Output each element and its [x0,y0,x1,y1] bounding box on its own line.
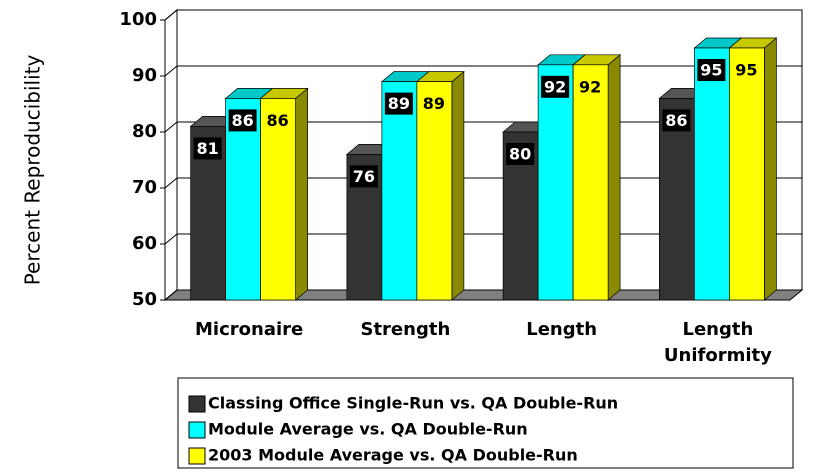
x-tick-label: Length Uniformity [664,319,772,366]
legend-label: Classing Office Single-Run vs. QA Double… [208,394,618,413]
legend-box [177,377,794,469]
value-label: 86 [266,111,288,130]
x-tick-label-line: Strength [360,319,450,340]
y-tick-label: 100 [119,9,157,30]
grid-line-side [164,121,178,133]
x-tick-label: Strength [360,319,450,340]
legend-label: 2003 Module Average vs. QA Double-Run [208,446,578,465]
value-label-box [541,75,570,98]
bar-side [607,54,621,301]
value-label: 89 [423,94,445,113]
value-label: 89 [388,94,410,113]
value-label-box [228,109,257,132]
bar [415,70,465,301]
legend-label: Module Average vs. QA Double-Run [208,420,528,439]
bar-front [659,98,695,301]
y-tick-label: 80 [132,121,157,142]
value-label: 76 [353,167,375,186]
bar-side [295,87,308,301]
value-label: 92 [579,77,601,96]
grid-line-side [164,65,178,77]
value-label: 81 [196,139,218,158]
grid-line-side [164,289,178,301]
bar-front [572,64,609,301]
bar [259,87,309,301]
y-tick-label: 70 [132,177,157,198]
x-tick-label-line: Length [526,319,597,340]
value-label-box [384,92,413,115]
bar-side [451,70,465,301]
value-label-box [193,137,222,160]
y-tick-label: 50 [132,289,157,310]
bar-side [764,37,777,301]
left-wall [164,8,178,302]
bar-front [381,81,418,301]
x-tick-label-line: Uniformity [664,345,772,366]
bar [728,37,778,301]
bar [572,54,622,301]
bar-front [416,81,453,301]
value-label: 95 [735,61,757,80]
value-label: 95 [700,61,722,80]
legend-swatch [188,421,206,439]
y-tick-label: 90 [132,65,157,86]
grid-line-side [164,177,178,189]
value-label: 86 [665,111,687,130]
bar-front [260,98,296,301]
bar-front [729,47,765,301]
bar-front [694,47,730,301]
legend-swatch [188,447,206,465]
grid-line-side [164,9,178,21]
x-tick-label-line: Micronaire [195,319,303,340]
value-label-box [349,165,378,188]
bar-front [537,64,574,301]
grid-line-side [164,233,178,245]
bar-front [225,98,261,301]
legend-swatch [188,395,206,413]
value-label: 80 [509,145,531,164]
value-label-box [506,143,535,165]
value-label-box [662,109,691,132]
x-tick-label: Length [526,319,597,340]
value-label: 92 [544,77,566,96]
y-axis-label: Percent Reproducibility [21,55,45,286]
value-label-box [697,59,726,81]
y-tick-label: 60 [132,233,157,254]
x-tick-label: Micronaire [195,319,303,340]
value-label: 86 [231,111,253,130]
x-tick-label-line: Length [682,319,753,340]
